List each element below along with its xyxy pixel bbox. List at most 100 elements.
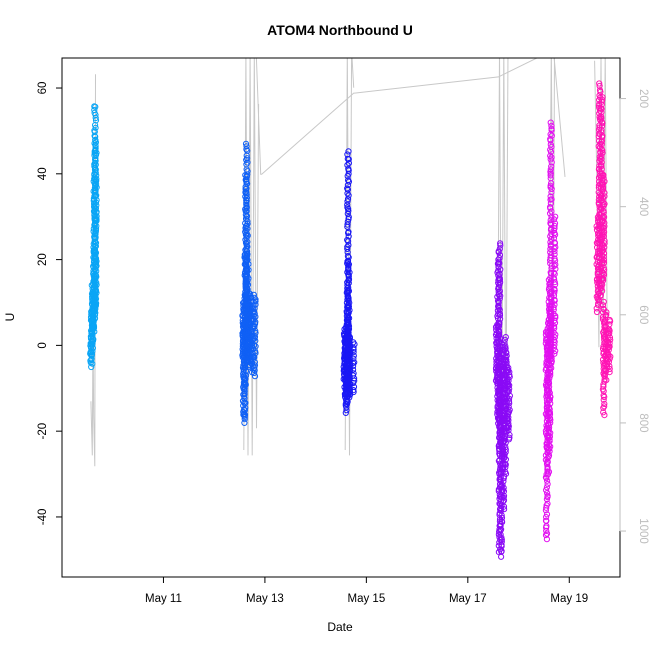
data-point [552, 265, 559, 272]
data-point [544, 481, 551, 488]
data-point [543, 504, 550, 511]
data-point [499, 482, 506, 489]
data-point [505, 417, 512, 424]
data-point [345, 177, 352, 184]
data-point [601, 403, 608, 410]
data-point [606, 340, 613, 347]
data-point [93, 184, 100, 191]
data-point [241, 414, 248, 421]
data-point [92, 137, 99, 144]
data-point [598, 285, 605, 292]
data-point [344, 151, 351, 158]
data-point [599, 287, 606, 295]
data-point [244, 256, 251, 264]
data-point [344, 236, 351, 244]
data-point [90, 336, 97, 343]
data-point [545, 387, 553, 394]
data-point [243, 143, 250, 150]
data-point [600, 199, 607, 206]
data-point [547, 152, 554, 159]
connector-line [255, 58, 566, 177]
data-point [602, 312, 609, 319]
data-point [93, 172, 100, 179]
data-point [92, 143, 99, 150]
data-point [543, 514, 550, 521]
data-point [92, 302, 100, 309]
series-gray-line [243, 58, 260, 456]
data-point [496, 295, 503, 302]
data-point [93, 289, 100, 296]
data-point [601, 178, 608, 185]
data-point [345, 280, 352, 287]
data-point [546, 396, 554, 403]
data-point [547, 393, 554, 400]
y2-tick-label: 600 [637, 305, 649, 324]
data-point [93, 213, 100, 220]
data-point [503, 352, 510, 359]
data-point [496, 252, 503, 259]
data-point [89, 360, 96, 367]
data-point [596, 82, 603, 90]
data-point [551, 350, 558, 357]
data-point [346, 380, 353, 387]
data-point [496, 255, 503, 262]
data-point [505, 364, 512, 371]
data-point [547, 372, 554, 379]
data-point [548, 328, 555, 335]
data-point [496, 319, 503, 326]
data-point [547, 254, 554, 262]
data-point [503, 359, 510, 366]
data-point [598, 101, 605, 108]
data-point [498, 553, 505, 560]
data-point [351, 359, 358, 366]
data-point [251, 333, 259, 340]
data-point [599, 132, 606, 139]
data-point [350, 366, 357, 373]
data-point [547, 166, 554, 173]
data-point [606, 363, 613, 370]
data-point [497, 476, 504, 483]
data-point [241, 395, 248, 402]
data-point [546, 389, 553, 396]
data-point [243, 208, 250, 215]
secondary-y-axis: 200 400 600 800 1000 [619, 89, 649, 544]
data-point [244, 220, 251, 227]
data-point [345, 160, 352, 167]
x-axis: May 11 May 13 May 15 May 17 May 19 [145, 576, 588, 605]
x-tick-label: May 15 [348, 593, 386, 605]
data-point [251, 373, 259, 380]
data-point [606, 343, 613, 350]
data-point [598, 209, 605, 216]
data-point [601, 229, 608, 236]
data-point [601, 193, 608, 200]
data-point [252, 329, 259, 337]
data-point [599, 302, 607, 309]
data-point [92, 238, 99, 245]
data-point [601, 400, 608, 407]
data-point [252, 298, 259, 305]
data-point [344, 201, 351, 208]
data-point [242, 399, 249, 406]
data-point [495, 291, 502, 298]
data-point [350, 363, 357, 370]
data-point [497, 242, 504, 249]
data-point [91, 164, 99, 171]
data-point [551, 220, 559, 227]
data-point [506, 385, 513, 392]
data-point [598, 129, 605, 136]
data-point [345, 214, 352, 221]
data-point [547, 368, 554, 375]
data-point [601, 237, 608, 244]
data-point [496, 270, 503, 277]
data-point [350, 370, 357, 377]
data-point [344, 198, 351, 205]
data-point [606, 369, 613, 376]
data-point [600, 250, 608, 257]
y-tick-label: -20 [37, 423, 49, 440]
data-point [605, 346, 612, 354]
data-point [500, 492, 508, 499]
data-point [251, 305, 258, 312]
data-point [598, 141, 605, 148]
data-point [601, 412, 608, 419]
